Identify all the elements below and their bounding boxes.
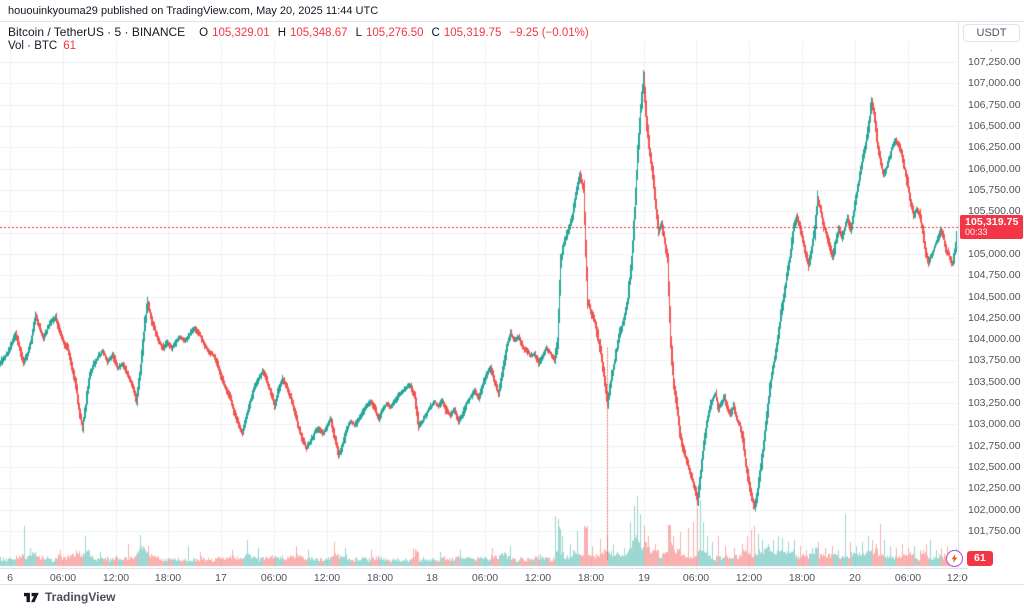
price-tick-label: 102,250.00 [968,482,1021,495]
price-tick-label: 103,250.00 [968,397,1021,410]
time-tick-label: 18:00 [366,572,394,584]
price-tick-label: 103,000.00 [968,418,1021,431]
price-tick-label: 104,500.00 [968,290,1021,303]
low-label: L [355,27,362,39]
time-tick-label: 06:00 [260,572,288,584]
currency-toggle-button[interactable]: USDT [963,24,1020,42]
legend-volume-row: Vol · BTC 61 [8,40,589,54]
open-value: 105,329.01 [212,27,270,39]
time-tick-label: 17 [215,572,227,584]
price-tick-label: 106,750.00 [968,98,1021,111]
price-tick-label: 106,000.00 [968,162,1021,175]
price-axis[interactable]: USDT · 107,250.00 107,000.00 106,750.00 106… [946,22,1024,584]
symbol-title[interactable]: Bitcoin / TetherUS · 5 · BINANCE [8,25,186,39]
price-tick-label: 101,750.00 [968,525,1021,538]
flash-icon[interactable] [946,550,963,567]
price-tick-label: 105,000.00 [968,247,1021,260]
volume-indicator-value: 61 [63,40,77,52]
attribution-bar: hououinkyouma29 published on TradingView… [0,0,1024,22]
footer-brand[interactable]: TradingView [24,590,115,604]
legend-symbol-row: Bitcoin / TetherUS · 5 · BINANCE O 105,3… [8,25,589,39]
time-tick-label: 6 [7,572,13,584]
close-value: 105,319.75 [443,27,502,39]
attribution-text: hououinkyouma29 published on TradingView… [8,4,379,17]
time-tick-label: 12:00 [102,572,130,584]
price-tick-label: 103,750.00 [968,354,1021,367]
time-tick-label: 20 [849,572,861,584]
price-tick-label: 102,000.00 [968,503,1021,516]
price-tick-label: 105,750.00 [968,183,1021,196]
price-tick-label: 102,500.00 [968,461,1021,474]
high-label: H [277,27,286,39]
tradingview-logo-icon [24,592,39,602]
tradingview-logo-text: TradingView [45,590,116,604]
time-tick-label: 12:00 [313,572,341,584]
volume-indicator-label[interactable]: Vol · BTC [8,40,58,52]
volume-count-badge: 61 [967,551,993,566]
open-label: O [199,27,209,39]
realtime-volume-row: 61 [946,550,993,567]
price-tick-label: 104,250.00 [968,311,1021,324]
time-tick-label: 12:00 [524,572,552,584]
time-axis[interactable]: 6 06:00 12:00 18:00 17 06:00 12:00 18:00 18 06:00… [0,568,968,584]
last-price-badge: 105,319.75 00:33 [960,214,1023,239]
bar-countdown: 00:33 [965,226,988,237]
high-value: 105,348.67 [290,27,348,39]
time-tick-label: 06:00 [682,572,710,584]
time-tick-label: 18 [426,572,438,584]
time-tick-label: 12:00 [735,572,763,584]
price-tick-label: 103,500.00 [968,375,1021,388]
price-tick-label: 102,750.00 [968,439,1021,452]
time-tick-label: 12:00 [946,572,968,584]
time-tick-label: 18:00 [788,572,816,584]
price-tick-label: 107,000.00 [968,77,1021,90]
price-tick-label: 104,750.00 [968,269,1021,282]
price-tick-label: 106,250.00 [968,141,1021,154]
time-tick-label: 18:00 [577,572,605,584]
price-tick-label: 106,500.00 [968,119,1021,132]
time-tick-label: 18:00 [154,572,182,584]
change-value: −9.25 (−0.01%) [509,27,589,39]
axis-bottom-divider [0,584,1024,585]
time-tick-label: 06:00 [894,572,922,584]
candlestick-chart-canvas[interactable] [0,22,958,568]
price-tick-label: 107,250.00 [968,56,1021,68]
axis-dot: · [990,45,993,55]
time-tick-label: 06:00 [49,572,77,584]
close-label: C [431,27,440,39]
chart-region: Bitcoin / TetherUS · 5 · BINANCE O 105,3… [0,22,1024,613]
axis-corner [968,568,1024,584]
price-tick-label: 104,000.00 [968,333,1021,346]
time-tick-label: 19 [638,572,650,584]
last-price-value: 105,319.75 [965,215,1019,228]
chart-legend: Bitcoin / TetherUS · 5 · BINANCE O 105,3… [8,25,589,55]
low-value: 105,276.50 [365,27,424,39]
price-tick-label: 105,500.00 [968,205,1021,218]
time-tick-label: 06:00 [471,572,499,584]
